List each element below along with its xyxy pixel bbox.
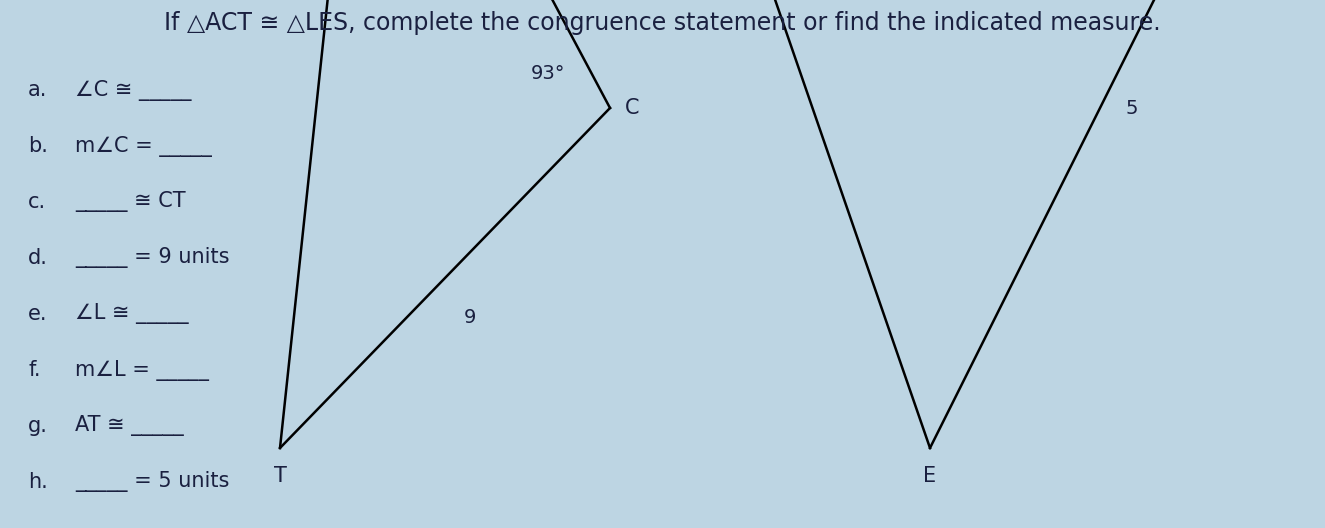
Text: C: C — [625, 98, 640, 118]
Text: h.: h. — [28, 472, 48, 492]
Text: e.: e. — [28, 304, 48, 324]
Text: ∠L ≅ _____: ∠L ≅ _____ — [76, 304, 188, 325]
Text: If △ACT ≅ △LES, complete the congruence statement or find the indicated measure.: If △ACT ≅ △LES, complete the congruence … — [164, 11, 1161, 35]
Text: m∠L = _____: m∠L = _____ — [76, 360, 209, 381]
Text: _____ ≅ CT: _____ ≅ CT — [76, 192, 186, 212]
Text: d.: d. — [28, 248, 48, 268]
Text: m∠C = _____: m∠C = _____ — [76, 136, 212, 156]
Text: 93°: 93° — [530, 63, 564, 82]
Text: 5: 5 — [1125, 99, 1137, 118]
Text: ∠C ≅ _____: ∠C ≅ _____ — [76, 80, 192, 100]
Text: 9: 9 — [464, 308, 476, 327]
Text: g.: g. — [28, 416, 48, 436]
Text: _____ = 5 units: _____ = 5 units — [76, 472, 229, 493]
Text: c.: c. — [28, 192, 46, 212]
Text: E: E — [924, 466, 937, 486]
Text: a.: a. — [28, 80, 48, 100]
Text: f.: f. — [28, 360, 41, 380]
Text: _____ = 9 units: _____ = 9 units — [76, 248, 229, 269]
Text: b.: b. — [28, 136, 48, 156]
Text: T: T — [273, 466, 286, 486]
Text: AT ≅ _____: AT ≅ _____ — [76, 416, 184, 437]
